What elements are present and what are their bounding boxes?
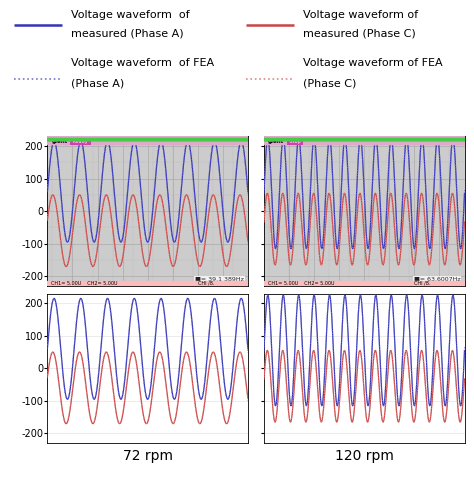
- Text: glent: glent: [51, 139, 68, 144]
- Text: Voltage waveform  of FEA: Voltage waveform of FEA: [71, 58, 214, 68]
- X-axis label: 72 rpm: 72 rpm: [123, 449, 173, 463]
- Bar: [264, 136, 465, 145]
- Text: ■= 39.1 389Hz: ■= 39.1 389Hz: [195, 277, 244, 281]
- Text: Ready: Ready: [72, 139, 90, 144]
- Circle shape: [0, 138, 474, 141]
- Text: measured (Phase A): measured (Phase A): [71, 28, 184, 38]
- Text: CHI /8.: CHI /8.: [414, 281, 431, 286]
- Text: glent: glent: [268, 139, 284, 144]
- Bar: [47, 136, 248, 145]
- Text: measured (Phase C): measured (Phase C): [303, 28, 416, 38]
- Text: Voltage waveform of: Voltage waveform of: [303, 10, 419, 20]
- Text: CH1= 5.00U    CH2= 5.00U: CH1= 5.00U CH2= 5.00U: [51, 281, 118, 286]
- Text: (Phase A): (Phase A): [71, 78, 124, 89]
- Text: ■= 63.6007Hz: ■= 63.6007Hz: [414, 277, 461, 281]
- Text: CHI /8.: CHI /8.: [198, 281, 214, 286]
- Text: CH1= 5.00U    CH2= 5.00U: CH1= 5.00U CH2= 5.00U: [268, 281, 335, 286]
- X-axis label: 120 rpm: 120 rpm: [335, 449, 394, 463]
- Bar: [264, 281, 465, 286]
- Text: Voltage waveform  of: Voltage waveform of: [71, 10, 190, 20]
- Text: (Phase C): (Phase C): [303, 78, 357, 89]
- Circle shape: [0, 138, 474, 141]
- Text: Voltage waveform of FEA: Voltage waveform of FEA: [303, 58, 443, 68]
- Bar: [47, 281, 248, 286]
- Text: Stop: Stop: [288, 139, 302, 144]
